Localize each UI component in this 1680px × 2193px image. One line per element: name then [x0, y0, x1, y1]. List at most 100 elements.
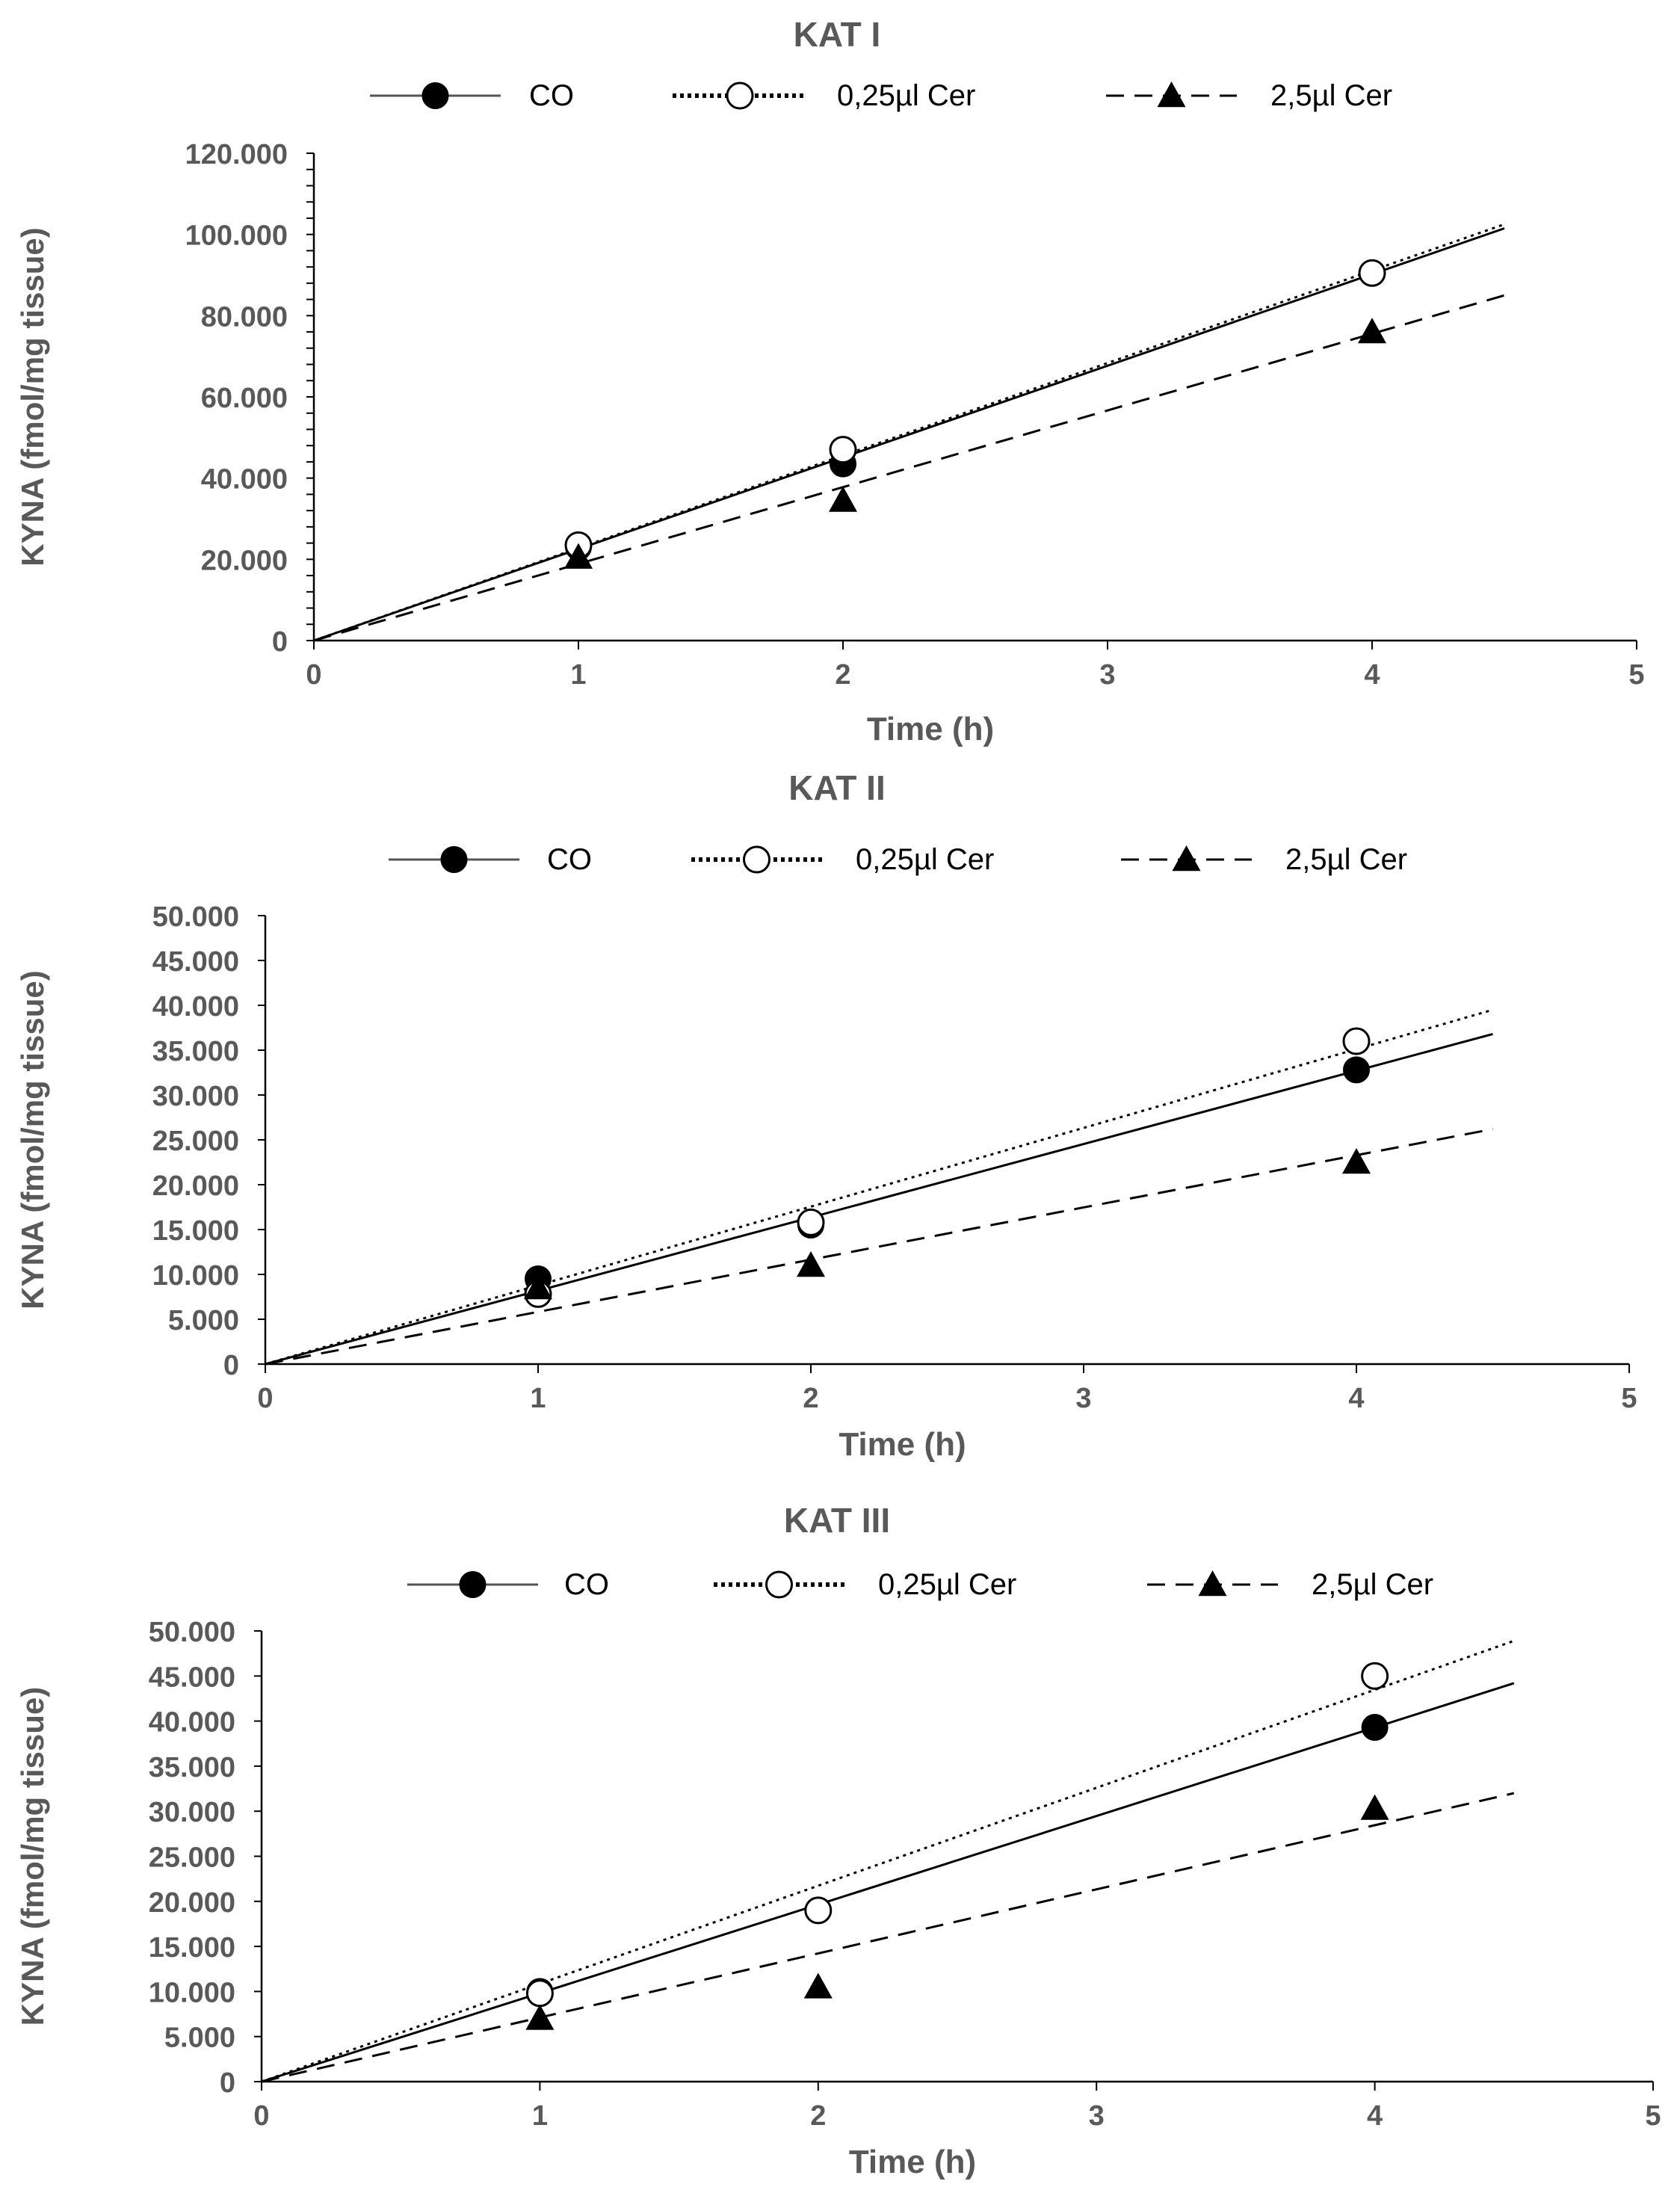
- trend-line: [313, 294, 1505, 642]
- y-axis-title: KYNA (fmol/mg tissue): [15, 227, 50, 566]
- legend-item: 2,5µl Cer: [1147, 1568, 1433, 1601]
- legend-label: 2,5µl Cer: [1270, 79, 1392, 112]
- y-tick-label: 40.000: [201, 464, 288, 496]
- x-tick-label: 4: [1367, 2100, 1383, 2132]
- data-point: [1361, 1662, 1389, 1690]
- y-tick-label: 50.000: [149, 1617, 235, 1648]
- y-tick-label: 30.000: [152, 1081, 239, 1112]
- legend-item: CO: [407, 1568, 609, 1601]
- y-tick-label: 35.000: [152, 1036, 239, 1067]
- legend-marker: [1198, 1570, 1227, 1597]
- y-tick-label: 0: [272, 626, 288, 658]
- legend: CO 0,25µl Cer 2,5µl Cer: [370, 79, 1392, 112]
- x-tick-label: 1: [530, 1383, 546, 1414]
- y-tick-label: 15.000: [152, 1215, 239, 1247]
- trend-line: [265, 1128, 1493, 1366]
- data-point: [803, 1973, 833, 1999]
- x-tick-label: 1: [570, 659, 586, 691]
- y-tick-label: 60.000: [201, 383, 288, 414]
- legend-label: CO: [564, 1568, 609, 1601]
- y-tick-label: 10.000: [149, 1977, 235, 2008]
- series: [261, 1792, 1515, 2083]
- data-point: [1342, 1027, 1371, 1055]
- chart-title: KAT III: [784, 1501, 890, 1540]
- legend-marker: [743, 845, 770, 874]
- x-tick-label: 0: [257, 1383, 273, 1414]
- data-point: [1343, 1056, 1370, 1084]
- legend-label: 0,25µl Cer: [837, 79, 975, 112]
- x-tick-label: 5: [1645, 2100, 1661, 2132]
- y-tick-label: 15.000: [149, 1932, 235, 1964]
- y-tick-label: 100.000: [185, 220, 288, 252]
- chart-title: KAT I: [794, 15, 881, 54]
- data-point: [797, 1251, 825, 1277]
- y-tick-label: 25.000: [152, 1126, 239, 1157]
- y-tick-label: 35.000: [149, 1752, 235, 1783]
- x-tick-label: 3: [1099, 659, 1115, 691]
- legend-marker: [1157, 81, 1186, 108]
- series: [313, 223, 1505, 642]
- legend-label: 0,25µl Cer: [856, 843, 994, 876]
- series: [313, 294, 1505, 642]
- data-point: [829, 436, 857, 464]
- series: [261, 1682, 1515, 2083]
- y-tick-label: 0: [220, 2067, 235, 2099]
- chart-kat-iii: KAT III CO 0,25µl Cer 2,5µl Cer 0 5.000 10.000…: [15, 1501, 1661, 2180]
- legend-marker: [421, 82, 449, 109]
- x-tick-label: 3: [1075, 1383, 1091, 1414]
- legend-label: 0,25µl Cer: [878, 1568, 1016, 1601]
- legend-label: CO: [547, 843, 592, 876]
- legend-item: 0,25µl Cer: [691, 843, 994, 876]
- legend-label: 2,5µl Cer: [1312, 1568, 1433, 1601]
- y-tick-label: 80.000: [201, 301, 288, 333]
- x-tick-label: 2: [803, 1383, 818, 1414]
- y-axis-title: KYNA (fmol/mg tissue): [15, 1687, 50, 2026]
- data-point: [525, 1979, 554, 2008]
- x-tick-label: 1: [532, 2100, 548, 2132]
- chart-kat-i: KAT I CO 0,25µl Cer 2,5µl Cer 0 20.000 40.000 6…: [15, 15, 1645, 747]
- trend-line: [261, 1682, 1515, 2083]
- x-tick-label: 5: [1621, 1383, 1637, 1414]
- legend: CO 0,25µl Cer 2,5µl Cer: [407, 1568, 1433, 1601]
- y-axis-title: KYNA (fmol/mg tissue): [15, 970, 50, 1309]
- x-tick-label: 4: [1364, 659, 1380, 691]
- x-tick-label: 0: [253, 2100, 269, 2132]
- y-tick-label: 50.000: [152, 901, 239, 933]
- legend-marker: [440, 846, 468, 873]
- x-axis-title: Time (h): [849, 2144, 976, 2180]
- legend-marker: [726, 81, 754, 110]
- x-axis-title: Time (h): [867, 711, 994, 747]
- legend-item: 0,25µl Cer: [714, 1568, 1016, 1601]
- series: [265, 1008, 1493, 1366]
- y-tick-label: 120.000: [185, 139, 288, 170]
- data-point: [1358, 259, 1386, 287]
- y-tick-label: 5.000: [164, 2023, 235, 2054]
- x-tick-label: 5: [1628, 659, 1644, 691]
- legend-marker: [459, 1571, 487, 1598]
- y-tick-label: 45.000: [149, 1662, 235, 1693]
- legend-item: CO: [389, 843, 592, 876]
- chart-title: KAT II: [788, 768, 885, 807]
- y-tick-label: 20.000: [152, 1170, 239, 1202]
- data-point: [1361, 1714, 1389, 1742]
- x-tick-label: 4: [1348, 1383, 1364, 1414]
- y-tick-label: 45.000: [152, 946, 239, 978]
- y-tick-label: 20.000: [149, 1887, 235, 1919]
- trend-line: [261, 1639, 1515, 2083]
- x-tick-label: 2: [810, 2100, 826, 2132]
- legend-item: CO: [370, 79, 574, 112]
- y-tick-label: 0: [223, 1350, 239, 1381]
- legend-item: 2,5µl Cer: [1106, 79, 1392, 112]
- legend-item: 2,5µl Cer: [1121, 843, 1407, 876]
- legend-label: CO: [529, 79, 574, 112]
- y-tick-label: 20.000: [201, 545, 288, 576]
- x-tick-label: 3: [1089, 2100, 1105, 2132]
- y-tick-label: 30.000: [149, 1797, 235, 1828]
- data-point: [525, 2004, 555, 2030]
- data-point: [1358, 318, 1386, 344]
- trend-line: [313, 223, 1505, 642]
- data-point: [1342, 1148, 1371, 1174]
- series: [265, 1128, 1493, 1366]
- data-point: [1360, 1794, 1389, 1820]
- y-tick-label: 25.000: [149, 1842, 235, 1874]
